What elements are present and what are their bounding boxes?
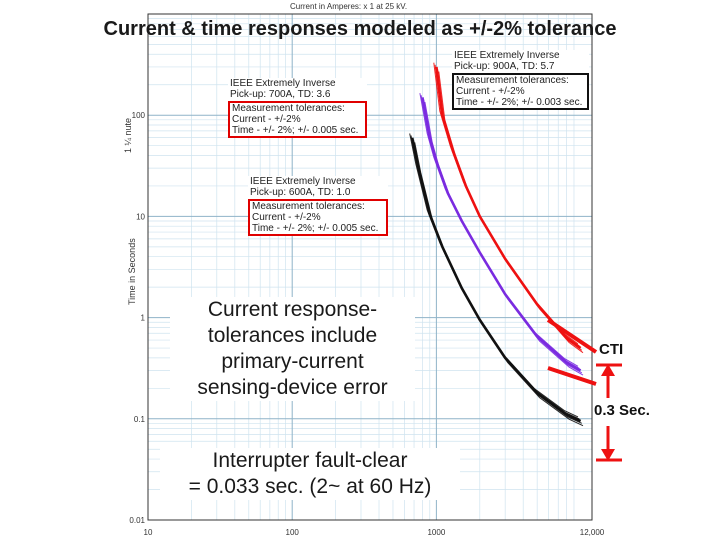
x-tick-label: 1000 — [427, 528, 445, 537]
legend-600a-line-2: Pick-up: 600A, TD: 1.0 — [250, 187, 351, 198]
callout-interrupter: Interrupter fault-clear = 0.033 sec. (2~… — [160, 448, 460, 500]
legend-900a-tol-2: Current - +/-2% — [456, 86, 525, 97]
slide-title: Current & time responses modeled as +/-2… — [103, 18, 617, 40]
legend-600a-tol-3: Time - +/- 2%; +/- 0.005 sec. — [252, 223, 379, 234]
callout-current-line-4: sensing-device error — [197, 376, 388, 399]
callout-interrupter-line-2: = 0.033 sec. (2~ at 60 Hz) — [188, 475, 432, 498]
cti-arrow-upper — [546, 318, 598, 354]
x-tick-label: 12,000 — [580, 528, 605, 537]
cti-arrowhead-up — [601, 364, 615, 376]
y-axis-top-label: 1 ¼ nute — [123, 117, 133, 153]
legend-600a: IEEE Extremely Inverse Pick-up: 600A, TD… — [248, 176, 388, 236]
y-axis-label: Time in Seconds — [127, 238, 137, 305]
y-tick-label: 0.01 — [129, 516, 145, 525]
legend-600a-tol-2: Current - +/-2% — [252, 212, 321, 223]
cti-arrow-lower — [547, 366, 597, 386]
legend-700a-tol-3: Time - +/- 2%; +/- 0.005 sec. — [232, 125, 359, 136]
legend-600a-tolerance: Measurement tolerances: Current - +/-2% … — [248, 199, 388, 236]
callout-current-tolerance: Current response- tolerances include pri… — [170, 297, 415, 401]
series-700a-curve — [421, 97, 582, 372]
legend-700a-line-2: Pick-up: 700A, TD: 3.6 — [230, 89, 331, 100]
series-900a-tolerance-curve — [438, 71, 584, 354]
legend-700a-tol-2: Current - +/-2% — [232, 114, 301, 125]
series-900a-tolerance-curve — [437, 69, 583, 351]
legend-700a-line-1: IEEE Extremely Inverse — [230, 78, 336, 89]
callout-current-line-2: tolerances include — [207, 324, 378, 347]
legend-700a-tolerance: Measurement tolerances: Current - +/-2% … — [228, 101, 367, 138]
legend-900a-tol-3: Time - +/- 2%; +/- 0.003 sec. — [456, 97, 583, 108]
y-tick-label: 1 — [141, 314, 146, 323]
x-tick-label: 100 — [286, 528, 300, 537]
legend-600a-tol-1: Measurement tolerances: — [252, 201, 365, 212]
cti-arrowhead-down — [601, 449, 615, 461]
callout-current-line-3: primary-current — [221, 350, 364, 373]
legend-900a-line-2: Pick-up: 900A, TD: 5.7 — [454, 61, 555, 72]
y-tick-label: 0.1 — [134, 415, 146, 424]
legend-700a-tol-1: Measurement tolerances: — [232, 103, 345, 114]
legend-600a-line-1: IEEE Extremely Inverse — [250, 176, 356, 187]
cti-label: CTI — [598, 341, 625, 358]
plot-frame — [147, 13, 593, 521]
callout-current-line-1: Current response- — [207, 298, 378, 321]
legend-900a-tol-1: Measurement tolerances: — [456, 75, 569, 86]
x-tick-label: 10 — [144, 528, 153, 537]
x-axis-label: Current in Amperes: x 1 at 25 kV. — [290, 2, 408, 11]
legend-900a: IEEE Extremely Inverse Pick-up: 900A, TD… — [452, 50, 589, 110]
cti-value: 0.3 Sec. — [593, 402, 651, 419]
legend-900a-line-1: IEEE Extremely Inverse — [454, 50, 560, 61]
y-tick-label: 100 — [132, 111, 146, 120]
legend-900a-tolerance: Measurement tolerances: Current - +/-2% … — [452, 73, 589, 110]
y-tick-label: 10 — [136, 212, 145, 221]
legend-700a: IEEE Extremely Inverse Pick-up: 700A, TD… — [228, 78, 367, 138]
series-600a-curve — [410, 137, 582, 423]
callout-interrupter-line-1: Interrupter fault-clear — [212, 449, 408, 472]
